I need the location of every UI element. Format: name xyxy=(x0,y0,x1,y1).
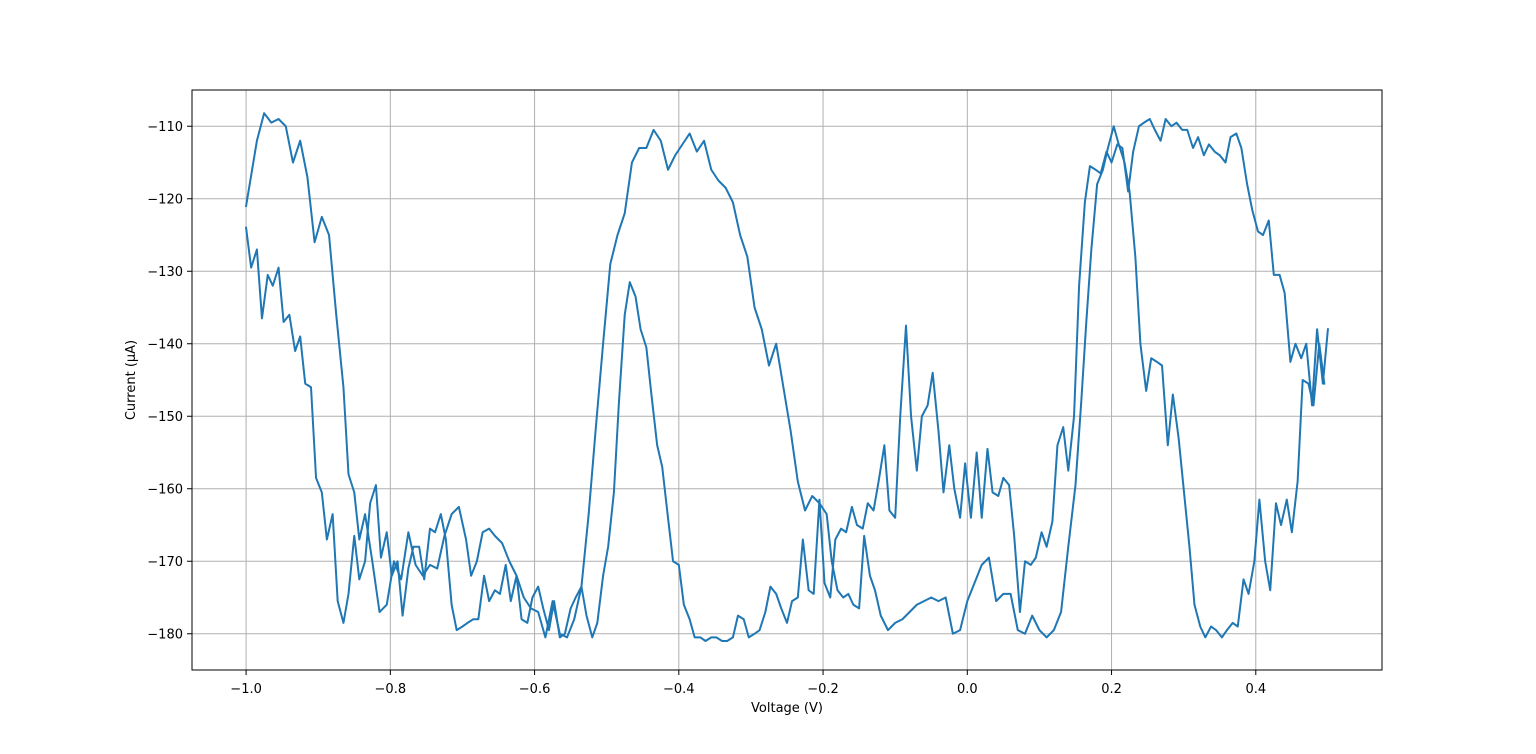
y-axis-label: Current (μA) xyxy=(124,340,139,420)
y-tick-label: −130 xyxy=(147,265,183,280)
plot-area-frame xyxy=(191,89,1383,671)
y-tick-label: −110 xyxy=(147,120,183,135)
x-tick-label: −0.8 xyxy=(375,682,407,697)
x-tick-label: −1.0 xyxy=(230,682,262,697)
y-tick-label: −180 xyxy=(147,627,183,642)
x-tick-label: 0.2 xyxy=(1101,682,1122,697)
y-tick-label: −170 xyxy=(147,555,183,570)
x-tick-label: 0.4 xyxy=(1245,682,1266,697)
x-axis-ticks: −1.0 −0.8 −0.6 −0.4 −0.2 0.0 0.2 0.4 xyxy=(230,670,1266,697)
series-line-1 xyxy=(244,112,1326,639)
data-series xyxy=(244,112,1329,642)
series-line-2 xyxy=(244,118,1329,642)
x-gridlines xyxy=(245,90,1257,670)
x-tick-label: −0.4 xyxy=(663,682,695,697)
y-tick-label: −140 xyxy=(147,337,183,352)
y-tick-label: −150 xyxy=(147,410,183,425)
y-tick-label: −160 xyxy=(147,482,183,497)
x-axis-label: Voltage (V) xyxy=(751,701,823,716)
x-tick-label: 0.0 xyxy=(957,682,978,697)
y-axis-ticks: −110 −120 −130 −140 −150 −160 −170 −180 xyxy=(147,120,192,642)
x-tick-label: −0.6 xyxy=(519,682,551,697)
x-tick-label: −0.2 xyxy=(807,682,839,697)
y-tick-label: −120 xyxy=(147,192,183,207)
